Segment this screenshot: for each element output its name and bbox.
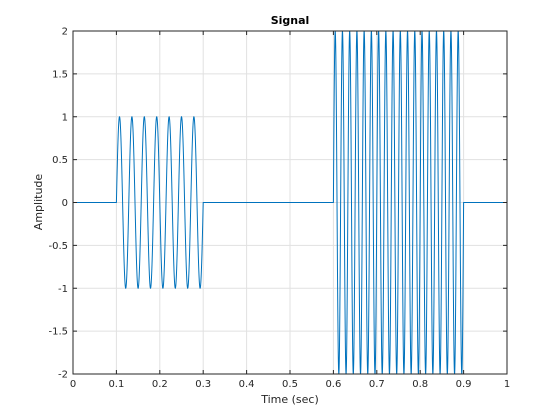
y-tick-label: -2	[58, 370, 68, 381]
x-tick-label: 0.7	[369, 379, 385, 390]
ticks: 0 0.1 0.2 0.3 0.4 0.5 0.6 0.7 0.8 0.9 1 2 1.5 1 0.5 0 -0…	[48, 27, 510, 391]
x-tick-label: 0.8	[412, 379, 428, 390]
x-tick-label: 1	[504, 379, 510, 390]
x-tick-label: 0	[70, 379, 76, 390]
y-tick-label: 1.5	[52, 69, 68, 80]
y-tick-label: 0.5	[52, 155, 68, 166]
chart-title: Signal	[271, 14, 310, 27]
y-tick-label: 1	[62, 112, 68, 123]
y-axis-label: Amplitude	[32, 174, 45, 231]
y-tick-label: 0	[62, 198, 68, 209]
x-tick-label: 0.2	[152, 379, 168, 390]
x-tick-label: 0.1	[108, 379, 124, 390]
y-tick-label: -1.5	[48, 327, 68, 338]
x-tick-label: 0.4	[239, 379, 255, 390]
y-tick-label: -0.5	[48, 241, 68, 252]
x-tick-label: 0.5	[282, 379, 298, 390]
x-tick-label: 0.6	[325, 379, 341, 390]
plot-area	[73, 30, 507, 375]
x-tick-label: 0.9	[456, 379, 472, 390]
y-tick-label: 2	[62, 27, 68, 38]
x-axis-label: Time (sec)	[260, 393, 319, 406]
signal-line	[73, 30, 507, 375]
y-tick-label: -1	[58, 284, 68, 295]
x-tick-label: 0.3	[195, 379, 211, 390]
